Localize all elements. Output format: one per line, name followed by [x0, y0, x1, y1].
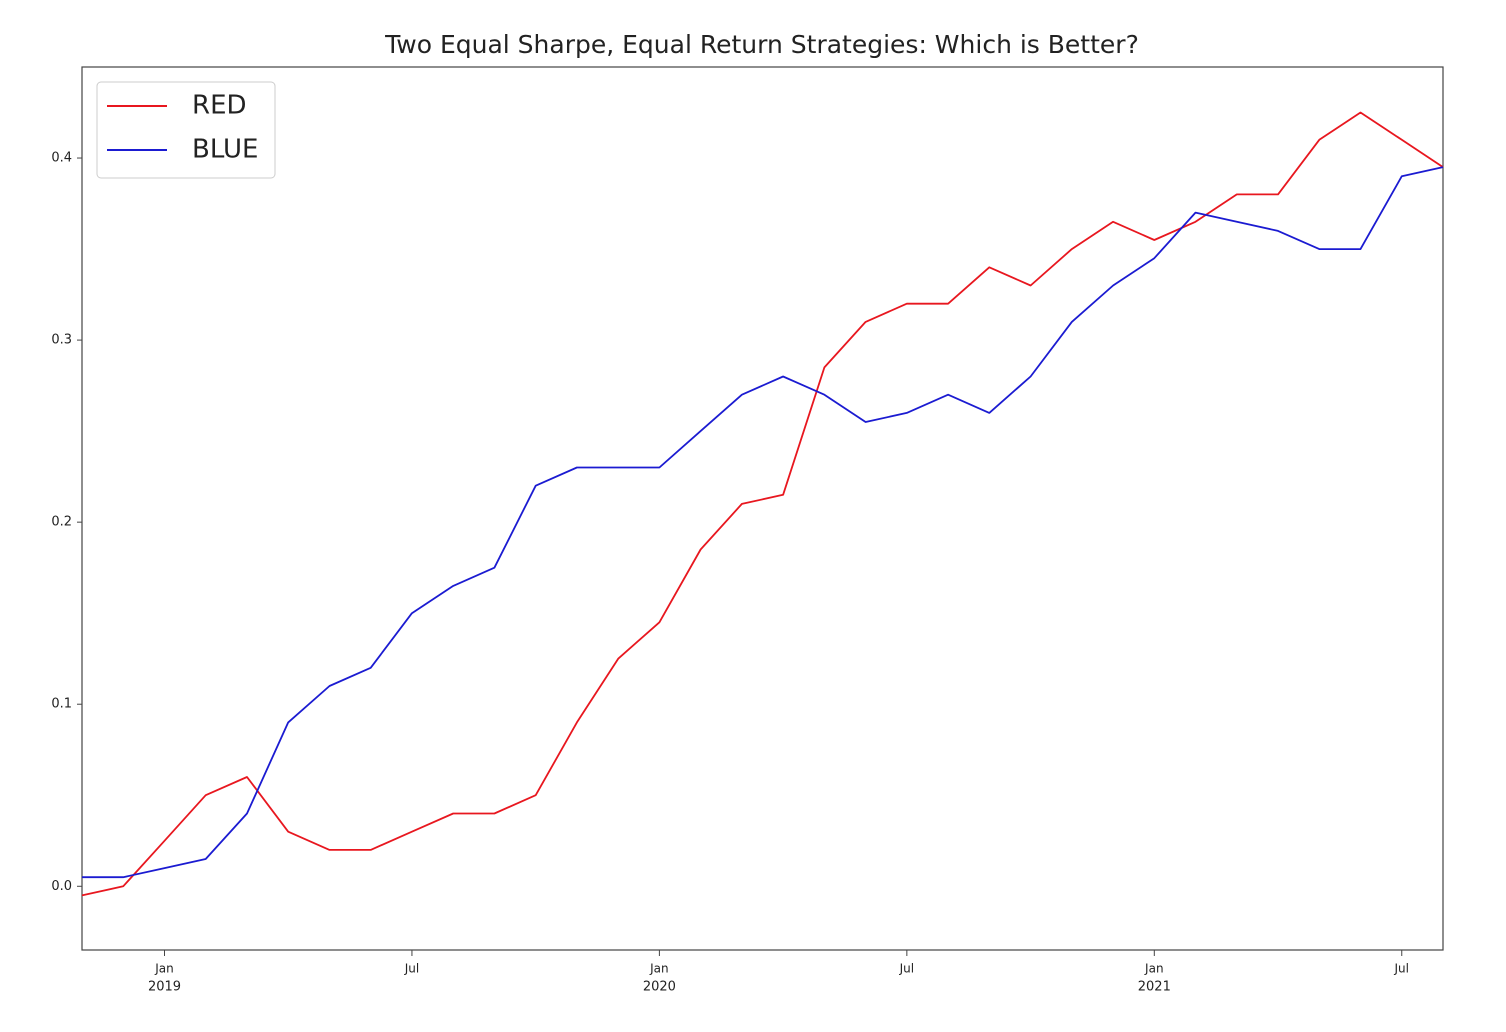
- y-tick-label: 0.4: [51, 151, 72, 166]
- legend-label: RED: [192, 91, 247, 121]
- y-tick-label: 0.1: [51, 697, 72, 712]
- y-tick-label: 0.2: [51, 515, 72, 530]
- plot-frame: [81, 66, 1444, 951]
- x-tick-label: Jan: [1144, 962, 1164, 976]
- x-tick-year: 2021: [1138, 980, 1171, 995]
- x-tick-year: 2020: [643, 980, 676, 995]
- y-tick-label: 0.3: [51, 333, 72, 348]
- x-tick-label: Jan: [649, 962, 669, 976]
- series-line: [81, 111, 1444, 897]
- y-tick-label: 0.0: [51, 879, 72, 894]
- x-tick-year: 2019: [148, 980, 181, 995]
- chart-title: Two Equal Sharpe, Equal Return Strategie…: [384, 30, 1139, 59]
- x-tick-label: Jan: [154, 962, 174, 976]
- x-tick-label: Jul: [404, 962, 419, 976]
- legend-label: BLUE: [192, 135, 259, 165]
- x-tick-label: Jul: [899, 962, 914, 976]
- x-tick-label: Jul: [1394, 962, 1409, 976]
- series-line: [82, 166, 1444, 879]
